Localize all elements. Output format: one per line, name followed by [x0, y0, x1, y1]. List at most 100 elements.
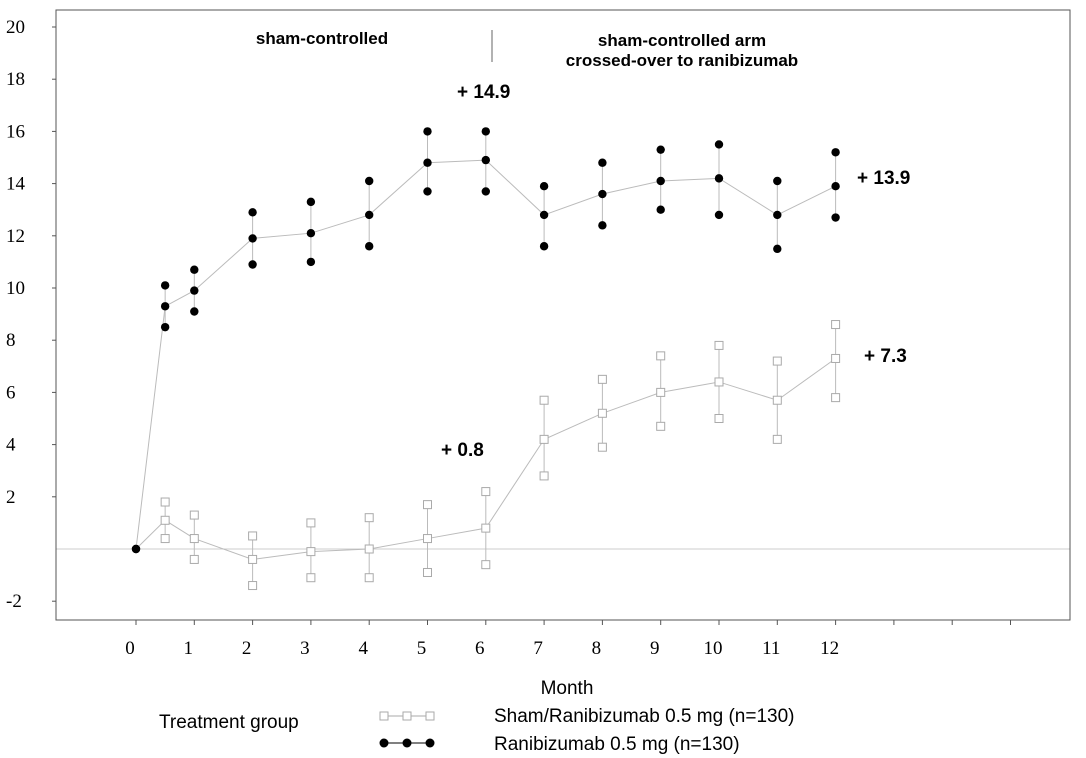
error-cap-lower [306, 257, 316, 267]
x-tick-label: 8 [592, 638, 602, 659]
error-cap-lower [481, 560, 491, 570]
y-tick-label: 8 [6, 330, 16, 351]
legend-marker-ranibizumab [379, 738, 435, 748]
data-point [656, 387, 666, 397]
error-cap-upper [423, 127, 432, 136]
legend: Treatment group Sham/Ranibizumab 0.5 mg … [159, 706, 794, 755]
annotation-sham-controlled: sham-controlled [256, 29, 388, 48]
error-cap-lower [248, 581, 258, 591]
error-cap-upper [656, 351, 666, 361]
data-point [539, 434, 549, 444]
series-line [135, 358, 836, 560]
data-point [306, 228, 316, 238]
error-cap-upper [831, 148, 840, 157]
error-cap-upper [306, 197, 316, 207]
error-cap-lower [423, 567, 432, 577]
error-cap-lower [306, 573, 316, 583]
error-cap-upper [160, 281, 170, 290]
y-tick-label: 10 [6, 278, 25, 299]
x-tick-label: 3 [300, 638, 310, 659]
error-cap-lower [772, 434, 782, 444]
legend-label-sham: Sham/Ranibizumab 0.5 mg (n=130) [494, 706, 794, 727]
error-cap-lower [656, 205, 665, 214]
legend-label-ranibizumab: Ranibizumab 0.5 mg (n=130) [494, 734, 740, 755]
data-point [831, 353, 841, 363]
data-point [423, 534, 432, 544]
error-cap-lower [365, 242, 374, 251]
error-cap-upper [539, 395, 549, 405]
error-cap-upper [656, 145, 665, 154]
x-tick-label: 12 [820, 638, 839, 659]
error-cap-lower [714, 414, 724, 423]
y-tick-label: 14 [6, 174, 26, 195]
annotation-crossover-line1: sham-controlled arm [598, 31, 766, 50]
error-cap-upper [190, 265, 199, 274]
data-point [831, 182, 840, 191]
y-tick-label: 12 [6, 226, 25, 247]
error-cap-upper [364, 513, 374, 523]
error-cap-upper [160, 497, 170, 507]
y-tick-label: 20 [6, 17, 25, 38]
y-tick-label: 4 [6, 435, 16, 456]
data-point [248, 234, 257, 243]
data-point [597, 408, 607, 418]
data-point [714, 377, 724, 387]
y-tick-label: -2 [6, 591, 22, 612]
data-point [773, 210, 782, 220]
annotation-crossover-line2: crossed-over to ranibizumab [566, 51, 798, 70]
data-point [539, 210, 549, 220]
data-point [160, 515, 170, 525]
error-cap-upper [714, 140, 724, 149]
error-cap-lower [714, 210, 724, 220]
data-point [189, 534, 199, 544]
y-tick-label: 18 [6, 69, 25, 90]
error-cap-lower [364, 573, 374, 583]
error-cap-lower [539, 242, 549, 251]
data-point [598, 189, 607, 199]
data-point [131, 544, 141, 554]
error-cap-upper [365, 176, 374, 186]
error-cap-upper [831, 320, 841, 330]
x-tick-label: 6 [475, 638, 485, 659]
data-point [160, 302, 170, 311]
x-tick-label: 10 [704, 638, 723, 659]
error-cap-upper [714, 340, 724, 350]
error-cap-lower [423, 187, 432, 196]
error-cap-upper [598, 158, 607, 167]
data-point [306, 547, 316, 557]
error-cap-upper [539, 182, 549, 191]
legend-marker-sham [379, 711, 435, 721]
error-cap-lower [598, 221, 607, 230]
error-cap-upper [773, 176, 782, 186]
data-point [190, 286, 199, 295]
data-point [714, 174, 724, 183]
series-line [135, 159, 836, 550]
data-point [364, 544, 374, 554]
callout-sham-end: + 7.3 [864, 346, 907, 367]
y-tick-label: 16 [6, 121, 25, 142]
x-tick-label: 4 [358, 638, 368, 659]
error-cap-upper [189, 510, 199, 520]
x-tick-label: 7 [533, 638, 543, 659]
error-cap-lower [656, 421, 666, 431]
error-cap-upper [772, 356, 782, 366]
error-cap-lower [597, 442, 607, 452]
error-cap-lower [539, 471, 549, 481]
error-cap-lower [248, 260, 257, 269]
x-tick-label: 11 [762, 638, 780, 659]
error-cap-lower [189, 554, 199, 564]
data-point [481, 523, 491, 533]
data-point [365, 210, 374, 220]
error-cap-upper [423, 500, 432, 510]
x-tick-label: 5 [417, 638, 427, 659]
data-point [481, 155, 490, 165]
y-tick-label: 6 [6, 382, 16, 403]
error-cap-lower [831, 213, 840, 222]
data-point [656, 176, 665, 186]
error-cap-upper [306, 518, 316, 528]
error-cap-lower [831, 393, 841, 403]
error-cap-upper [248, 531, 258, 541]
callout-sham-month6: + 0.8 [441, 440, 484, 461]
x-tick-label: 9 [650, 638, 660, 659]
